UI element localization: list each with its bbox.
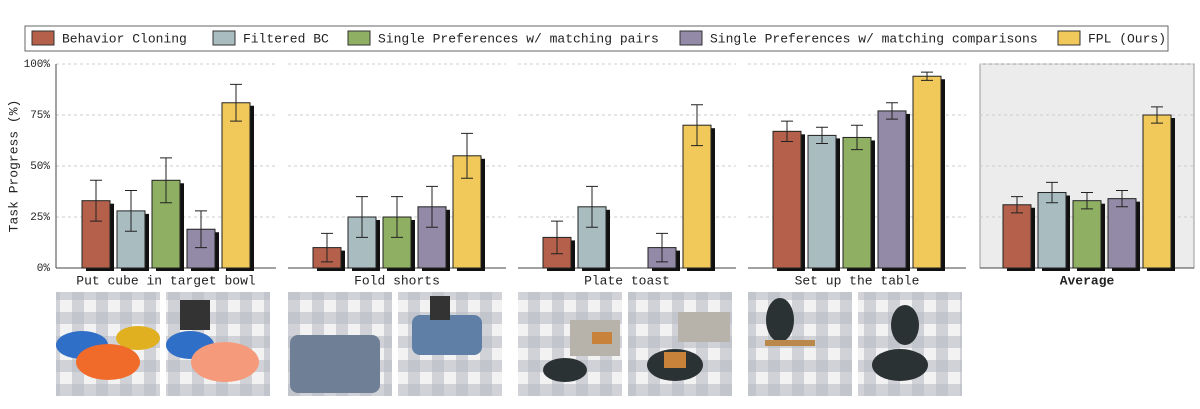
panel-title: Put cube in target bowl	[76, 273, 256, 288]
legend-label: Single Preferences w/ matching pairs	[378, 31, 659, 46]
y-tick-label: 75%	[30, 110, 50, 122]
error-bar	[781, 120, 793, 143]
error-bar	[90, 179, 102, 222]
panel-title: Set up the table	[795, 273, 920, 288]
bar	[221, 102, 251, 269]
y-tick-label: 0%	[37, 263, 51, 275]
bar	[1142, 114, 1172, 269]
legend-swatch	[1057, 30, 1081, 46]
legend-swatch	[347, 30, 371, 46]
error-bar	[391, 196, 403, 238]
bar	[842, 136, 872, 269]
panel-title: Plate toast	[584, 273, 670, 288]
error-bar	[886, 102, 898, 120]
bar	[577, 206, 607, 269]
bar	[1037, 192, 1067, 269]
error-bar	[1046, 181, 1058, 204]
error-bar	[1151, 106, 1163, 124]
legend-label: Single Preferences w/ matching compariso…	[710, 31, 1038, 46]
error-bar	[1011, 196, 1023, 214]
error-bar	[356, 196, 368, 238]
panel-title: Fold shorts	[354, 273, 440, 288]
error-bar	[461, 132, 473, 179]
panel-title: Average	[1060, 273, 1115, 288]
y-tick-label: 25%	[30, 212, 50, 224]
error-bar	[125, 189, 137, 232]
bar	[1072, 200, 1102, 269]
error-bar	[691, 104, 703, 147]
error-bar	[921, 71, 933, 81]
error-bar	[816, 126, 828, 145]
error-bar	[1081, 192, 1093, 210]
error-bar	[551, 220, 563, 255]
legend-swatch	[31, 30, 55, 46]
error-bar	[230, 83, 242, 122]
error-bar	[1116, 189, 1128, 208]
y-tick-label: 100%	[24, 59, 51, 71]
y-axis-label: Task Progress (%)	[6, 100, 21, 233]
legend-swatch	[212, 30, 236, 46]
y-tick-label: 50%	[30, 161, 50, 173]
bar	[772, 130, 802, 269]
error-bar	[851, 124, 863, 151]
bar	[877, 110, 907, 269]
bar	[1107, 198, 1137, 269]
bar	[807, 134, 837, 269]
bar	[1002, 204, 1032, 269]
legend-label: FPL (Ours)	[1088, 31, 1166, 46]
error-bar	[656, 232, 668, 263]
error-bar	[586, 185, 598, 228]
bar	[116, 210, 146, 269]
error-bar	[160, 157, 172, 204]
legend-swatch	[679, 30, 703, 46]
error-bar	[321, 232, 333, 263]
photos	[56, 292, 962, 396]
bar	[912, 75, 942, 269]
legend-label: Behavior Cloning	[62, 31, 187, 46]
legend-label: Filtered BC	[243, 31, 329, 46]
error-bar	[195, 210, 207, 249]
error-bar	[426, 185, 438, 228]
bar	[682, 124, 712, 269]
